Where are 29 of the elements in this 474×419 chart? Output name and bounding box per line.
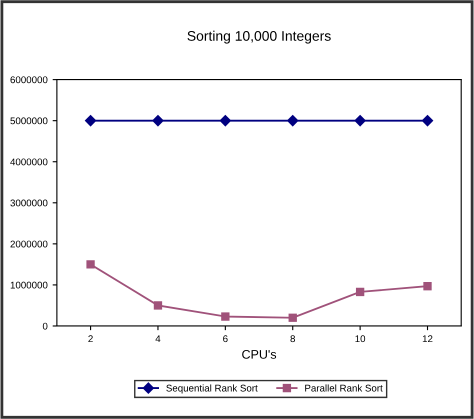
point [423, 282, 432, 290]
point [86, 260, 95, 269]
point [220, 115, 231, 126]
point [154, 301, 162, 310]
y-tick-label: 4000000 [10, 158, 48, 166]
x-tick-label: 8 [290, 335, 296, 342]
point [356, 288, 364, 296]
point [354, 115, 366, 126]
x-tick-label: 4 [155, 335, 160, 342]
x-tick-label: 2 [88, 335, 93, 342]
chart-title: Sorting 10,000 Integers [187, 30, 331, 44]
x-tick-label: 10 [355, 335, 366, 342]
y-tick-label: 0 [42, 322, 48, 330]
point [288, 314, 297, 322]
legend-label: Sequential Rank Sort [166, 384, 258, 394]
point [152, 115, 164, 126]
point [84, 115, 96, 126]
point [287, 115, 298, 126]
y-tick-label: 5000000 [10, 117, 48, 124]
point [221, 312, 230, 321]
y-tick-label: 3000000 [10, 200, 48, 206]
x-tick-label: 12 [422, 335, 432, 342]
legend-label: Parallel Rank Sort [305, 384, 383, 392]
y-tick-label: 1000000 [10, 282, 48, 289]
x-tick-label: 6 [223, 335, 228, 342]
point [422, 115, 434, 126]
x-axis-title: CPU's [242, 350, 276, 359]
y-tick-label: 2000000 [10, 240, 48, 248]
y-tick-label: 6000000 [10, 76, 48, 84]
